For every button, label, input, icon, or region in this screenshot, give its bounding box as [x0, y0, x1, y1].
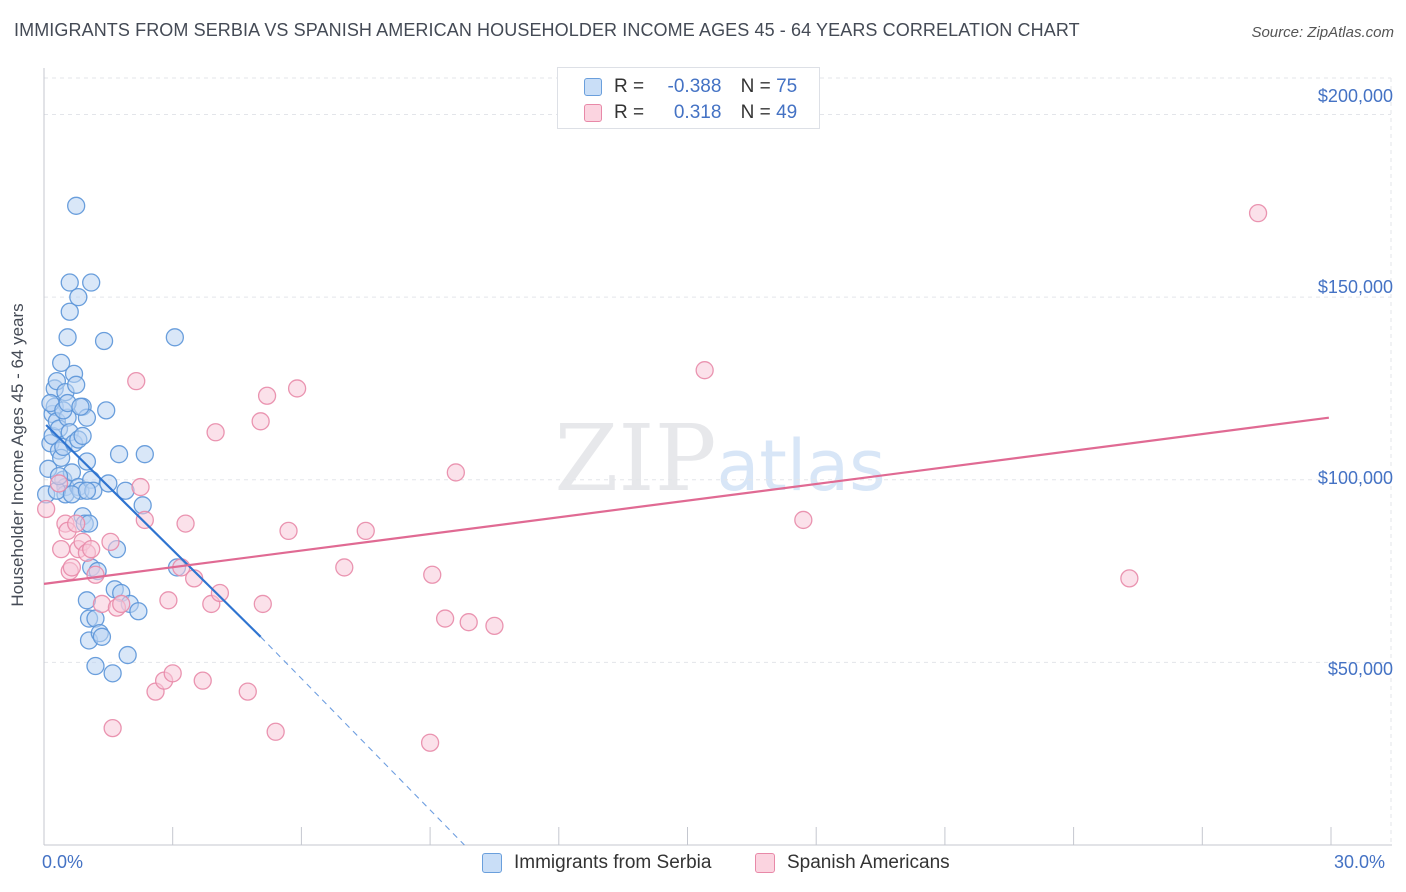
- spanish-point-18: [127, 371, 146, 391]
- serbia-point-46: [86, 656, 105, 676]
- spanish-point-47: [695, 361, 714, 380]
- spanish-point-2: [52, 540, 71, 559]
- trendline-serbia: [45, 424, 262, 638]
- spanish-point-14: [101, 532, 120, 552]
- serbia-point-63: [135, 445, 154, 464]
- legend-r-label: R =: [614, 76, 645, 97]
- serbia-point-26: [67, 375, 86, 394]
- spanish-point-23: [159, 591, 178, 610]
- serbia-point-64: [165, 328, 184, 347]
- spanish-point-36: [266, 722, 285, 741]
- bottom-legend-label-serbia: Immigrants from Serbia: [514, 852, 712, 873]
- serbia-point-70: [71, 397, 90, 416]
- series-spanish-points: [36, 203, 1268, 752]
- y-tick-label-100000: $100,000: [1317, 468, 1393, 488]
- spanish-point-42: [423, 565, 442, 584]
- spanish-point-20: [135, 510, 154, 530]
- spanish-point-24: [163, 664, 182, 683]
- spanish-point-46: [485, 616, 504, 636]
- spanish-point-48: [794, 510, 813, 530]
- watermark-zip: ZIP: [554, 405, 716, 512]
- serbia-point-56: [109, 445, 129, 464]
- serbia-point-33: [73, 426, 92, 446]
- spanish-point-41: [420, 733, 440, 752]
- serbia-point-50: [94, 331, 114, 351]
- y-tick-label-200000: $200,000: [1317, 86, 1393, 106]
- spanish-point-33: [251, 412, 270, 431]
- serbia-point-38: [77, 591, 97, 610]
- legend-n-label: N =: [740, 76, 771, 97]
- y-tick-label-150000: $150,000: [1317, 277, 1393, 297]
- spanish-point-50: [1248, 203, 1268, 223]
- spanish-point-15: [103, 718, 122, 738]
- serbia-point-36: [77, 452, 97, 471]
- serbia-point-61: [129, 602, 148, 621]
- trend-lines: [43, 416, 1329, 846]
- legend-swatch-serbia: [584, 78, 602, 96]
- bottom-legend-swatch-spanish: [755, 853, 775, 873]
- bottom-legend-label-spanish: Spanish Americans: [787, 852, 950, 873]
- chart-title: IMMIGRANTS FROM SERBIA VS SPANISH AMERIC…: [14, 20, 1080, 40]
- spanish-point-11: [82, 540, 101, 559]
- legend-n-value: 49: [776, 102, 798, 123]
- serbia-point-71: [77, 481, 97, 500]
- spanish-point-12: [86, 565, 105, 584]
- serbia-point-27: [67, 196, 86, 215]
- axes: [43, 68, 1392, 846]
- series-serbia-points: [36, 196, 187, 683]
- x-tick-label-min: 0.0%: [42, 852, 84, 872]
- spanish-point-34: [253, 594, 272, 614]
- spanish-point-0: [36, 499, 56, 519]
- spanish-point-43: [435, 609, 455, 628]
- spanish-point-35: [257, 386, 277, 405]
- legend-r-value: -0.388: [667, 76, 722, 97]
- x-tick-label-max: 30.0%: [1334, 852, 1386, 872]
- spanish-point-40: [356, 521, 375, 541]
- watermark: ZIPatlas: [554, 405, 885, 512]
- source-label: Source: ZipAtlas.com: [1251, 24, 1394, 41]
- spanish-point-44: [446, 463, 465, 482]
- spanish-point-7: [67, 514, 86, 533]
- serbia-point-53: [103, 664, 122, 683]
- watermark-atlas: atlas: [717, 425, 886, 507]
- legend-r-value: 0.318: [673, 102, 722, 123]
- serbia-point-12: [52, 353, 71, 373]
- serbia-point-21: [60, 273, 79, 292]
- spanish-point-49: [1120, 569, 1139, 588]
- serbia-point-52: [99, 474, 118, 493]
- spanish-point-38: [287, 379, 307, 398]
- trendline-spanish: [43, 416, 1329, 585]
- bottom-legend-swatch-serbia: [482, 853, 502, 873]
- spanish-point-45: [459, 613, 478, 632]
- serbia-point-41: [82, 273, 101, 292]
- legend-r-label: R =: [614, 102, 645, 123]
- legend-swatch-spanish: [584, 104, 602, 122]
- spanish-point-19: [131, 477, 150, 497]
- serbia-point-51: [97, 401, 116, 420]
- spanish-point-32: [238, 682, 257, 701]
- serbia-point-19: [58, 328, 77, 347]
- serbia-point-20: [60, 302, 79, 321]
- spanish-point-13: [92, 594, 112, 614]
- legend-n-value: 75: [776, 76, 798, 97]
- y-tick-label-50000: $50,000: [1327, 659, 1393, 679]
- legend-n-label: N =: [740, 102, 771, 123]
- spanish-point-31: [210, 583, 230, 603]
- spanish-point-30: [206, 423, 225, 442]
- spanish-point-28: [193, 671, 212, 690]
- spanish-point-39: [335, 558, 354, 577]
- spanish-point-17: [112, 594, 131, 614]
- serbia-point-49: [92, 627, 112, 646]
- serbia-point-28: [69, 287, 88, 307]
- trendline-serbia-extension: [260, 636, 465, 846]
- spanish-point-6: [62, 558, 82, 577]
- serbia-point-59: [118, 645, 137, 665]
- correlation-legend: R = -0.388 N = 75 R = 0.318 N = 49: [557, 67, 820, 129]
- spanish-point-37: [279, 521, 298, 541]
- spanish-point-1: [49, 474, 69, 493]
- spanish-point-26: [176, 514, 195, 533]
